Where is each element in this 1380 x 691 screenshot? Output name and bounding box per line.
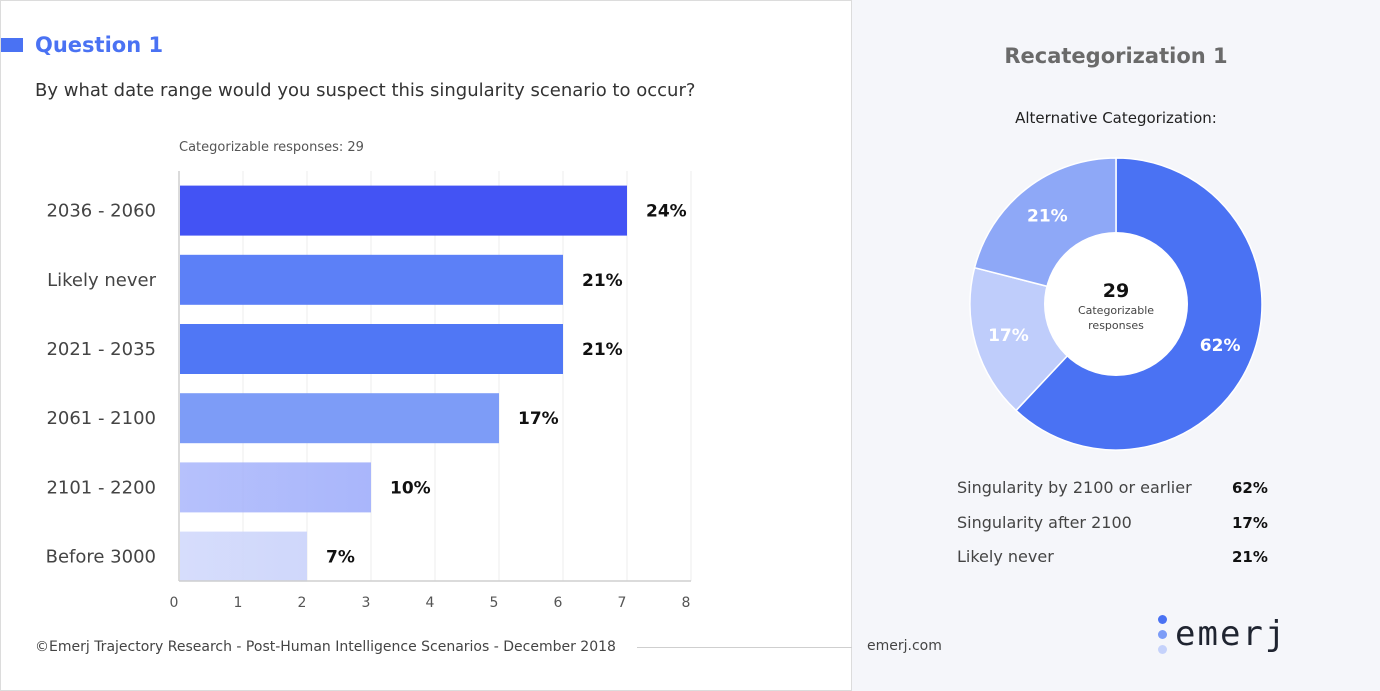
x-tick-label: 7 bbox=[618, 595, 627, 611]
question-text: By what date range would you suspect thi… bbox=[35, 80, 696, 101]
x-tick-label: 5 bbox=[490, 595, 499, 611]
legend-label: Singularity by 2100 or earlier bbox=[957, 478, 1192, 497]
x-tick-label: 1 bbox=[234, 595, 243, 611]
emerj-dots-logo-icon bbox=[1157, 612, 1169, 658]
x-tick-label: 4 bbox=[426, 595, 435, 611]
donut-slice-label: 62% bbox=[1200, 336, 1241, 356]
donut-chart-title: Alternative Categorization: bbox=[1015, 109, 1217, 127]
recategorization-panel: emerj.com Recategorization 1 Alternative… bbox=[852, 0, 1380, 691]
site-url[interactable]: emerj.com bbox=[867, 638, 942, 654]
bar bbox=[180, 462, 371, 513]
legend-value: 21% bbox=[1232, 548, 1268, 566]
bar-data-label: 17% bbox=[518, 409, 559, 429]
donut-center-value: 29 bbox=[1103, 280, 1129, 302]
bar-data-label: 21% bbox=[582, 340, 623, 360]
bar-data-label: 10% bbox=[390, 478, 431, 498]
legend-row: Likely never 21% bbox=[957, 547, 1277, 582]
x-tick-label: 0 bbox=[170, 595, 179, 611]
bar bbox=[180, 531, 307, 582]
bar bbox=[180, 324, 563, 374]
x-tick-label: 6 bbox=[554, 595, 563, 611]
y-category-label: 2061 - 2100 bbox=[46, 408, 156, 429]
donut-hole bbox=[1044, 232, 1188, 376]
y-category-label: Likely never bbox=[47, 270, 156, 291]
donut-legend: Singularity by 2100 or earlier 62% Singu… bbox=[957, 478, 1277, 582]
x-tick-label: 8 bbox=[682, 595, 691, 611]
responses-count-label: Categorizable responses: 29 bbox=[179, 140, 364, 155]
y-category-label: 2021 - 2035 bbox=[46, 339, 156, 360]
donut-slice-label: 21% bbox=[1027, 207, 1068, 227]
recategorization-title: Recategorization 1 bbox=[1004, 44, 1228, 68]
bar bbox=[180, 254, 563, 305]
question-title: Question 1 bbox=[35, 33, 164, 57]
bar-data-label: 7% bbox=[326, 548, 355, 568]
emerj-logo[interactable]: emerj bbox=[1157, 612, 1357, 658]
bar-data-label: 21% bbox=[582, 271, 623, 291]
footer-divider bbox=[637, 647, 853, 648]
legend-label: Likely never bbox=[957, 547, 1054, 566]
bar-chart: 24% 21% 21% 17% 10% 7% 0 1 2 3 4 5 6 7 8 2036 - 2060 Li… bbox=[46, 171, 692, 611]
legend-label: Singularity after 2100 bbox=[957, 512, 1132, 532]
y-category-label: 2101 - 2200 bbox=[46, 477, 156, 498]
donut-chart: 29 Categorizable responses 62% 17% 21% bbox=[969, 157, 1263, 451]
y-category-label: Before 3000 bbox=[46, 547, 156, 568]
legend-row: Singularity after 2100 17% bbox=[957, 513, 1277, 548]
x-tick-label: 3 bbox=[362, 595, 371, 611]
legend-value: 17% bbox=[1232, 513, 1268, 532]
y-category-label: 2036 - 2060 bbox=[46, 201, 156, 222]
donut-center-label-line-1: Categorizable bbox=[1078, 304, 1154, 317]
x-tick-label: 2 bbox=[298, 595, 307, 611]
legend-value: 62% bbox=[1232, 479, 1268, 497]
bar bbox=[180, 393, 499, 444]
title-accent-bar bbox=[1, 38, 23, 52]
bar-data-label: 24% bbox=[646, 202, 687, 222]
emerj-wordmark: emerj bbox=[1175, 614, 1288, 654]
bar bbox=[180, 185, 627, 236]
legend-row: Singularity by 2100 or earlier 62% bbox=[957, 478, 1277, 513]
footer-copyright: ©Emerj Trajectory Research - Post-Human … bbox=[35, 639, 616, 655]
question-panel: Question 1 By what date range would you … bbox=[0, 0, 853, 691]
donut-center-label-line-2: responses bbox=[1088, 319, 1144, 332]
donut-slice-label: 17% bbox=[988, 326, 1029, 346]
